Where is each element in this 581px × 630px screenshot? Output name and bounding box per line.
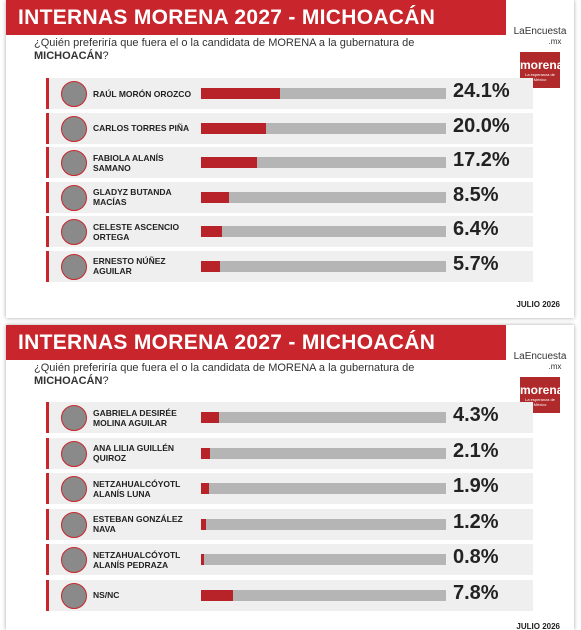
candidate-name: GABRIELA DESIRÉE MOLINA AGUILAR — [93, 407, 177, 428]
bar-track — [201, 88, 446, 99]
bar-track — [201, 157, 446, 168]
row: CELESTE ASCENCIO ORTEGA 6.4% — [46, 216, 533, 247]
candidate-name: ERNESTO NÚÑEZ AGUILAR — [93, 256, 166, 276]
bar-track — [201, 122, 446, 134]
candidate-name: NS/NC — [93, 590, 120, 600]
party-tagline: La esperanza de México — [525, 397, 555, 407]
candidate-name: ESTEBAN GONZÁLEZ NAVA — [93, 514, 183, 534]
bar — [201, 554, 205, 565]
party-tagline: La esperanza de México — [525, 72, 555, 82]
candidate-name: ANA LILIA GUILLÉN QUIROZ — [93, 443, 175, 463]
photo — [61, 582, 87, 609]
value-label: 17.2% — [453, 149, 510, 171]
value-label: 20.0% — [453, 114, 510, 137]
subtitle-text: ¿Quién preferiría que fuera el o la cand… — [34, 362, 415, 374]
subtitle: ¿Quién preferiría que fuera el o la cand… — [34, 362, 474, 388]
candidate-name: CARLOS TORRES PIÑA — [93, 123, 190, 133]
subtitle-emphasis: MICHOACÁN — [34, 375, 103, 387]
row: ANA LILIA GUILLÉN QUIROZ 2.1% — [46, 437, 533, 469]
photo — [61, 405, 87, 431]
candidate-name: NETZAHUALCÓYOTL ALANÍS PEDRAZA — [93, 549, 181, 570]
party-name: morena — [520, 383, 564, 397]
candidate-name: NETZAHUALCÓYOTL ALANÍS LUNA — [93, 478, 181, 499]
bar-track — [201, 226, 446, 237]
value-label: 4.3% — [453, 404, 499, 426]
brand: LaEncuesta — [513, 351, 567, 362]
bar-track — [201, 554, 446, 565]
title: INTERNAS MORENA 2027 - MICHOACÁN — [6, 325, 518, 360]
title: INTERNAS MORENA 2027 - MICHOACÁN — [6, 0, 518, 35]
bar-track — [201, 412, 446, 423]
value-label: 2.1% — [453, 439, 499, 462]
subtitle-text: ¿Quién preferiría que fuera el o la cand… — [34, 37, 415, 49]
panel: INTERNAS MORENA 2027 - MICHOACÁN LaEncues… — [6, 0, 574, 318]
bar — [201, 483, 209, 494]
bar — [201, 88, 280, 99]
row: GABRIELA DESIRÉE MOLINA AGUILAR 4.3% — [46, 402, 533, 433]
photo — [61, 150, 87, 176]
value-label: 24.1% — [453, 80, 510, 102]
photo — [61, 476, 87, 502]
bar-track — [201, 191, 446, 203]
date: JULIO 2026 — [516, 622, 560, 630]
value-label: 5.7% — [453, 252, 499, 275]
row: CARLOS TORRES PIÑA 20.0% — [46, 112, 533, 144]
brand-suffix: .mx — [548, 362, 562, 371]
photo — [61, 440, 87, 467]
brand: LaEncuesta — [513, 26, 567, 37]
photo — [61, 547, 87, 573]
photo — [61, 81, 87, 107]
value-label: 6.4% — [453, 218, 499, 240]
bar — [201, 589, 233, 601]
bar — [201, 447, 210, 459]
subtitle: ¿Quién preferiría que fuera el o la cand… — [34, 37, 474, 63]
bar-track — [201, 447, 446, 459]
bar — [201, 260, 220, 272]
date: JULIO 2026 — [516, 300, 560, 309]
row: NETZAHUALCÓYOTL ALANÍS LUNA 1.9% — [46, 473, 533, 504]
candidate-name: FABIOLA ALANÍS SAMANO — [93, 152, 164, 173]
candidate-name: RAÚL MORÓN OROZCO — [93, 88, 192, 99]
brand-suffix: .mx — [548, 37, 562, 46]
photo — [61, 115, 87, 142]
photo — [61, 253, 87, 280]
bar-track — [201, 260, 446, 272]
row: NETZAHUALCÓYOTL ALANÍS PEDRAZA 0.8% — [46, 544, 533, 575]
photo — [61, 511, 87, 538]
photo — [61, 219, 87, 245]
photo — [61, 184, 87, 211]
candidate-name: CELESTE ASCENCIO ORTEGA — [93, 221, 180, 242]
row: ERNESTO NÚÑEZ AGUILAR 5.7% — [46, 250, 533, 282]
row: GLADYZ BUTANDA MACÍAS 8.5% — [46, 181, 533, 213]
subtitle-end: ? — [102, 50, 109, 62]
subtitle-emphasis: MICHOACÁN — [34, 50, 103, 62]
row: RAÚL MORÓN OROZCO 24.1% — [46, 78, 533, 109]
candidate-name: GLADYZ BUTANDA MACÍAS — [93, 187, 172, 207]
bar-track — [201, 518, 446, 530]
party-name: morena — [520, 58, 564, 72]
bar — [201, 412, 219, 423]
value-label: 7.8% — [453, 581, 499, 604]
value-label: 8.5% — [453, 183, 499, 206]
bar — [201, 191, 229, 203]
bar — [201, 122, 267, 134]
bar — [201, 157, 258, 168]
value-label: 1.2% — [453, 510, 499, 533]
value-label: 1.9% — [453, 475, 499, 497]
bar-track — [201, 483, 446, 494]
bar-track — [201, 589, 446, 601]
row: ESTEBAN GONZÁLEZ NAVA 1.2% — [46, 508, 533, 540]
bar — [201, 226, 222, 237]
row: FABIOLA ALANÍS SAMANO 17.2% — [46, 147, 533, 178]
panel: INTERNAS MORENA 2027 - MICHOACÁN LaEncues… — [6, 325, 574, 630]
subtitle-end: ? — [102, 375, 109, 387]
bar — [201, 518, 206, 530]
value-label: 0.8% — [453, 546, 499, 568]
row: NS/NC 7.8% — [46, 579, 533, 611]
